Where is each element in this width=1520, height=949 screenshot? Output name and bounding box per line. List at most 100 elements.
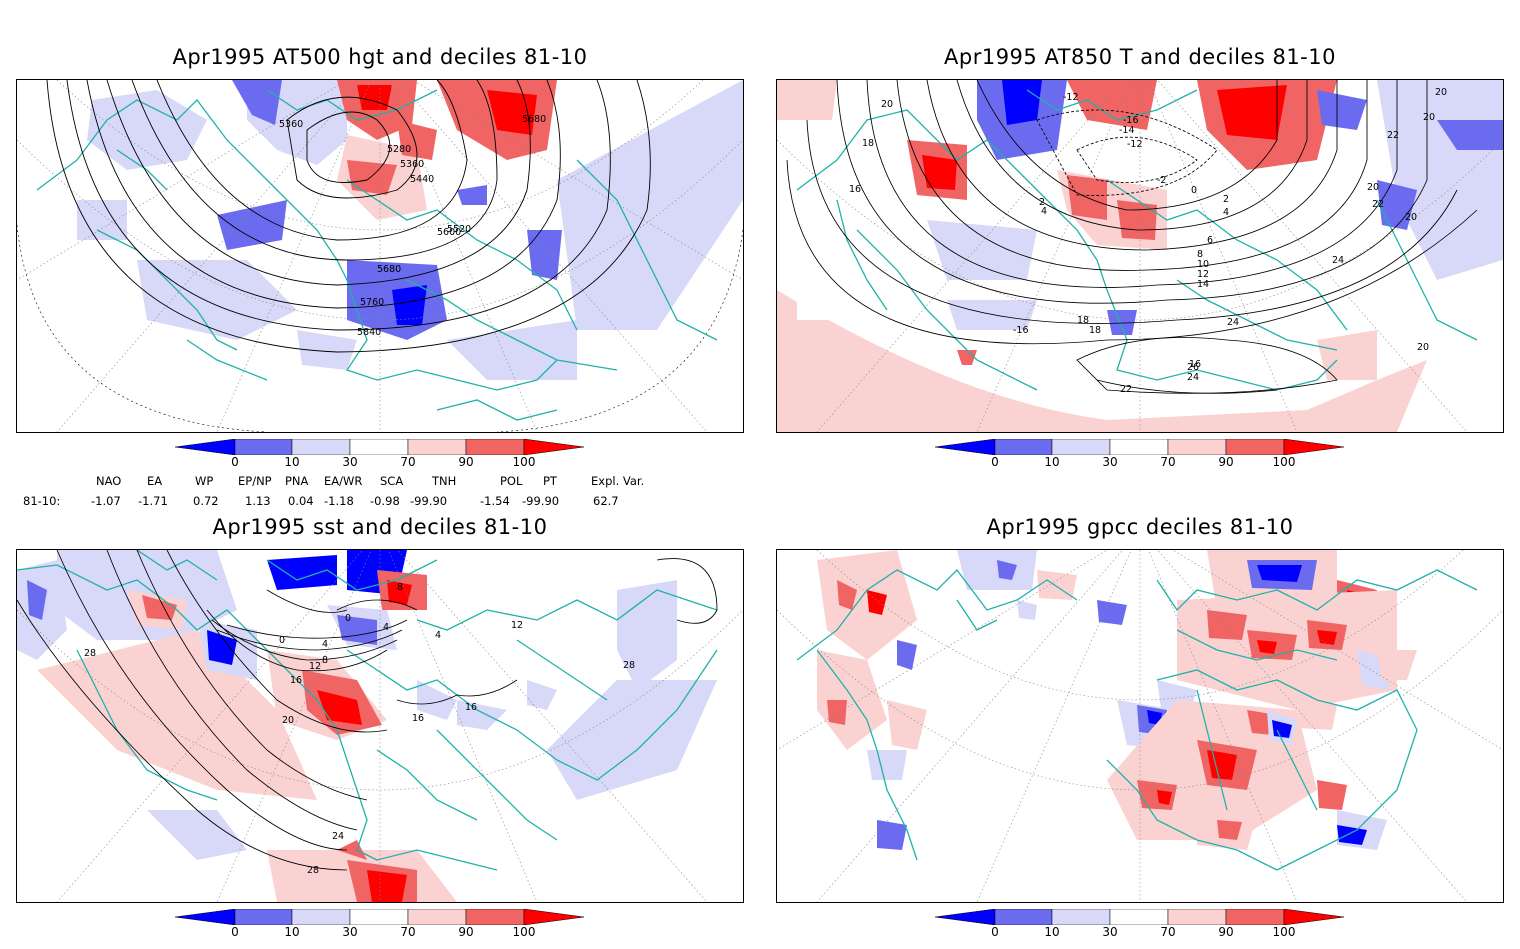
colorbar-bottom-left: 0 10 30 70 90 100 <box>175 909 595 949</box>
decile-shading <box>77 80 743 380</box>
cbar-swatch <box>1051 909 1111 925</box>
contour-label: 26 <box>1187 362 1199 373</box>
index-header: Expl. Var. <box>591 474 645 488</box>
contour-label: 5680 <box>522 114 546 125</box>
cbar-swatch <box>994 909 1053 925</box>
cbar-swatch <box>1167 909 1227 925</box>
graticule <box>777 550 1503 902</box>
panel-title-gpcc: Apr1995 gpcc deciles 81-10 <box>986 515 1294 539</box>
index-header: SCA <box>380 474 404 488</box>
cbar-swatch <box>175 439 236 455</box>
cbar-swatch <box>349 909 409 925</box>
contour-label: 4 <box>1041 206 1047 217</box>
contour-labels: 5360 5280 5360 5440 5520 5600 5680 5760 … <box>279 114 546 338</box>
cbar-swatch <box>935 439 996 455</box>
cbar-swatch <box>465 439 525 455</box>
contour-label: 8 <box>322 655 328 666</box>
cbar-swatch <box>291 909 351 925</box>
index-header: TNH <box>432 474 457 488</box>
index-row-label: 81-10: <box>23 494 61 508</box>
cbar-swatch <box>407 909 467 925</box>
cbar-tick-label: 30 <box>342 925 358 939</box>
cbar-tick-label: 70 <box>400 925 416 939</box>
contour-label: 20 <box>881 99 893 110</box>
graticule <box>17 80 743 432</box>
index-header: PT <box>543 474 557 488</box>
contour-label: 5760 <box>360 297 384 308</box>
index-value: -1.54 <box>480 494 510 508</box>
cbar-tick-label: 70 <box>400 455 416 469</box>
cbar-tick-label: 100 <box>512 925 536 939</box>
cbar-tick-label: 90 <box>458 455 474 469</box>
contour-label: 28 <box>84 648 96 659</box>
height-contours <box>46 80 651 353</box>
contour-label: 4 <box>1223 207 1229 218</box>
contour-label: -16 <box>1013 325 1029 336</box>
panel-title-t850: Apr1995 AT850 T and deciles 81-10 <box>944 45 1336 69</box>
contour-label: 20 <box>1405 212 1417 223</box>
cbar-swatch <box>234 439 293 455</box>
map-t850-deciles: 20 18 16 -12 -16 -14 -12 2 4 -2 0 2 4 6 … <box>776 79 1504 433</box>
contour-label: 28 <box>307 865 319 876</box>
map-gpcc-deciles <box>776 549 1504 903</box>
index-header: EA <box>147 474 163 488</box>
contour-label: 5600 <box>437 227 461 238</box>
index-header: EA/WR <box>324 474 363 488</box>
cbar-tick-label: 90 <box>458 925 474 939</box>
index-header: PNA <box>285 474 309 488</box>
map-sst-deciles: 28 0 4 4 8 12 16 20 16 16 24 28 8 12 0 4… <box>16 549 744 903</box>
contour-label: 4 <box>435 630 441 641</box>
colorbar-top-left: 0 10 30 70 90 100 <box>175 439 595 479</box>
contour-label: 5440 <box>410 174 434 185</box>
cbar-tick-label: 70 <box>1160 455 1176 469</box>
cbar-swatch <box>1225 439 1285 455</box>
contour-label: -14 <box>1119 125 1135 136</box>
cbar-swatch <box>1109 909 1169 925</box>
cbar-swatch <box>407 439 467 455</box>
cbar-swatch <box>523 439 585 455</box>
contour-label: 12 <box>1197 269 1209 280</box>
cbar-tick-label: 90 <box>1218 925 1234 939</box>
index-value: 0.04 <box>288 494 314 508</box>
graticule <box>777 80 1503 432</box>
cbar-tick-label: 100 <box>1272 455 1296 469</box>
cbar-tick-label: 0 <box>991 925 999 939</box>
contour-label: 24 <box>1187 372 1199 383</box>
coastlines <box>796 569 1478 871</box>
cbar-tick-label: 10 <box>1044 455 1060 469</box>
cbar-tick-label: 30 <box>1102 925 1118 939</box>
cbar-swatch <box>465 909 525 925</box>
contour-label: 5360 <box>400 159 424 170</box>
index-header: POL <box>500 474 523 488</box>
contour-label: 28 <box>623 660 635 671</box>
contour-label: 18 <box>1089 325 1101 336</box>
contour-label: 14 <box>1197 279 1209 290</box>
cbar-swatch <box>1283 909 1345 925</box>
cbar-tick-label: 0 <box>231 455 239 469</box>
contour-label: 20 <box>1423 112 1435 123</box>
contour-label: 20 <box>282 715 294 726</box>
contour-label: 5360 <box>279 119 303 130</box>
sst-contours <box>17 550 718 871</box>
contour-label: 2 <box>1223 194 1229 205</box>
index-header: NAO <box>96 474 122 488</box>
cbar-swatch <box>523 909 585 925</box>
index-value: -1.07 <box>91 494 121 508</box>
cbar-swatch <box>1225 909 1285 925</box>
contour-label: -12 <box>1063 92 1079 103</box>
contour-label: 2 <box>1039 197 1045 208</box>
contour-label: 5520 <box>447 224 471 235</box>
colorbar-bottom-right: 0 10 30 70 90 100 <box>935 909 1355 949</box>
cbar-tick-label: 30 <box>1102 455 1118 469</box>
cbar-tick-label: 100 <box>512 455 536 469</box>
cbar-swatch <box>1109 439 1169 455</box>
temperature-contours <box>786 80 1478 394</box>
cbar-swatch <box>994 439 1053 455</box>
cbar-swatch <box>175 909 236 925</box>
contour-label: 16 <box>849 184 861 195</box>
contour-label: 24 <box>332 831 344 842</box>
index-value: -1.18 <box>324 494 354 508</box>
contour-label: 5680 <box>377 264 401 275</box>
contour-label: 16 <box>412 713 424 724</box>
cbar-tick-label: 0 <box>231 925 239 939</box>
